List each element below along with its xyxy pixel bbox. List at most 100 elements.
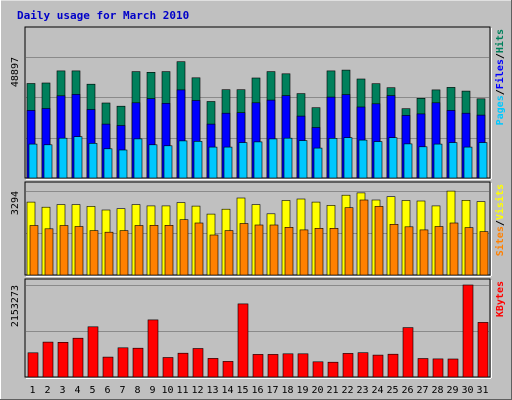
bar-pages-day-10 [163,145,173,179]
day-label-6: 6 [104,385,110,396]
day-label-5: 5 [89,385,95,396]
bar-kbytes-day-4 [72,337,84,378]
bar-pages-day-29 [448,142,458,179]
day-label-29: 29 [446,385,458,396]
day-label-8: 8 [134,385,140,396]
day-label-12: 12 [191,385,203,396]
day-label-2: 2 [44,385,50,396]
bar-sites-day-22 [344,207,354,276]
day-label-25: 25 [386,385,398,396]
legend-entry: Hits [494,29,506,53]
bar-sites-day-29 [449,222,459,276]
bar-sites-day-1 [29,225,39,276]
hits-files-pages-panel: 48897 Pages/Files/Hits [10,26,506,180]
bar-pages-day-1 [28,143,38,179]
day-label-15: 15 [236,385,248,396]
bar-pages-day-28 [433,143,443,179]
day-label-27: 27 [416,385,428,396]
bar-kbytes-day-6 [102,356,114,378]
day-label-9: 9 [149,385,155,396]
bar-pages-day-24 [373,141,383,179]
bar-sites-day-3 [59,225,69,276]
bar-pages-day-13 [208,146,218,179]
bar-sites-day-6 [104,231,114,276]
bar-kbytes-day-16 [252,354,264,378]
chart-title: Daily usage for March 2010 [17,9,189,22]
bar-sites-day-21 [329,228,339,276]
day-label-21: 21 [326,385,338,396]
bar-kbytes-day-1 [27,352,39,378]
day-label-13: 13 [206,385,218,396]
bar-kbytes-day-21 [327,361,339,378]
day-labels: 1 2 3 4 5 6 7 8 9 10 11 12 13 14 15 16 17 18 19 20 21 22 23 24 2… [29,385,488,396]
y-max-label: 2153273 [10,285,21,327]
bar-sites-day-13 [209,234,219,276]
day-label-19: 19 [296,385,308,396]
bar-pages-day-25 [388,137,398,179]
bar-pages-day-27 [418,146,428,179]
bar-pages-day-17 [268,138,278,179]
bar-kbytes-day-2 [42,341,54,378]
day-label-10: 10 [161,385,173,396]
bar-sites-day-17 [269,224,279,276]
bar-kbytes-day-19 [297,353,309,378]
bar-sites-day-10 [164,225,174,276]
day-label-31: 31 [476,385,488,396]
bar-kbytes-day-7 [117,347,129,378]
legend: Sites/Visits [494,184,506,256]
bar-pages-day-6 [103,148,113,179]
bar-kbytes-day-8 [132,347,144,378]
bar-sites-day-9 [149,225,159,276]
bar-pages-day-9 [148,144,158,179]
day-label-26: 26 [401,385,413,396]
day-label-11: 11 [176,385,188,396]
bar-sites-day-5 [89,230,99,276]
bar-sites-day-20 [314,228,324,276]
bar-sites-day-28 [434,226,444,276]
bar-kbytes-day-13 [207,358,219,378]
bar-pages-day-22 [343,137,353,179]
bar-sites-day-15 [239,223,249,276]
bar-sites-day-16 [254,224,264,276]
bar-sites-day-8 [134,225,144,276]
bar-pages-day-21 [328,138,338,179]
bar-pages-day-12 [193,141,203,179]
day-label-16: 16 [251,385,263,396]
bar-kbytes-day-11 [177,352,189,378]
kbytes-panel: 2153273 KBytes [10,278,506,379]
bar-pages-day-15 [238,142,248,179]
day-label-28: 28 [431,385,443,396]
bar-kbytes-day-25 [387,353,399,378]
legend-entry: Sites [494,226,506,256]
y-max-label: 48897 [10,57,21,87]
bar-kbytes-day-12 [192,348,204,378]
bar-pages-day-16 [253,141,263,179]
bar-sites-day-4 [74,226,84,276]
legend-entry: Pages [495,95,506,125]
legend-entry: Visits [494,184,506,220]
visits-sites-panel: 3294 Sites/Visits [10,181,506,277]
legend: Pages/Files/Hits [494,29,506,125]
bar-pages-day-3 [58,137,68,179]
bar-sites-day-26 [404,226,414,276]
bar-pages-day-26 [403,143,413,179]
legend-entry: / [495,220,506,226]
bar-kbytes-day-20 [312,361,324,378]
bar-kbytes-day-29 [447,358,459,378]
day-label-14: 14 [221,385,233,396]
bar-pages-day-11 [178,140,188,179]
bar-kbytes-day-18 [282,353,294,378]
bar-pages-day-4 [73,136,83,179]
day-label-18: 18 [281,385,293,396]
bar-kbytes-day-9 [147,319,159,378]
day-label-30: 30 [461,385,473,396]
legend-entry: / [495,53,506,59]
legend-entry: / [495,89,506,95]
bar-sites-day-27 [419,229,429,276]
bar-pages-day-31 [478,142,488,179]
bar-sites-day-14 [224,230,234,276]
bar-sites-day-24 [374,206,384,276]
